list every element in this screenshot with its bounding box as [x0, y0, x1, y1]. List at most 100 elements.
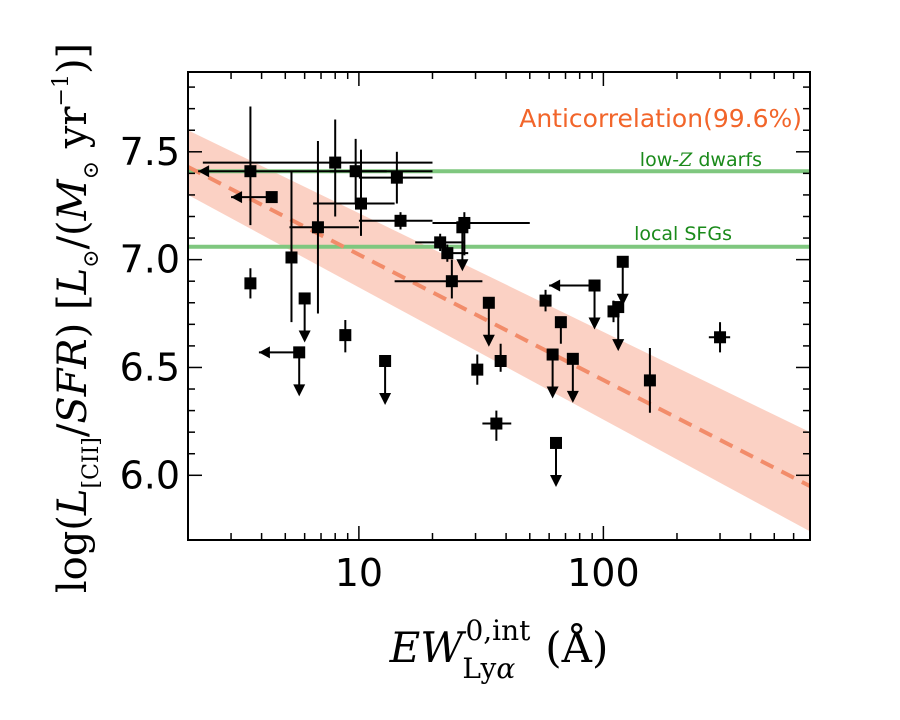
data-marker: [244, 165, 257, 178]
data-marker: [643, 374, 656, 387]
data-marker: [554, 316, 567, 329]
data-marker: [285, 251, 298, 264]
data-point: [494, 343, 507, 372]
data-marker: [379, 354, 392, 367]
data-point: [244, 268, 257, 299]
x-tick-label: 100: [567, 551, 640, 595]
upper-limit-arrowhead: [616, 293, 629, 306]
data-point: [616, 255, 629, 306]
data-marker: [546, 348, 559, 361]
y-axis-label-part: [CII]: [79, 437, 104, 488]
data-marker: [456, 221, 469, 234]
reference-line-label-part: low-: [640, 149, 679, 171]
x-axis-label-part: α: [496, 652, 515, 685]
data-point: [415, 233, 465, 252]
y-axis-label-part: L: [50, 489, 96, 517]
data-marker: [390, 171, 403, 184]
upper-limit-arrowhead: [546, 386, 559, 399]
data-point: [456, 221, 469, 272]
data-point: [258, 346, 306, 397]
reference-line-label: local SFGs: [634, 223, 732, 245]
data-point: [539, 289, 552, 312]
data-point: [394, 259, 483, 299]
upper-limit-arrowhead: [588, 317, 601, 330]
y-tick-label: 6.5: [120, 345, 180, 389]
plot-frame: [187, 71, 811, 541]
data-point: [289, 141, 359, 314]
x-limit-arrowhead: [231, 191, 243, 204]
reference-line-label-part: local SFGs: [634, 223, 732, 245]
data-marker: [549, 436, 562, 449]
data-point: [339, 320, 352, 353]
data-point: [612, 301, 625, 352]
y-axis-label-part: )]: [50, 43, 96, 74]
data-point: [202, 119, 433, 217]
data-point: [482, 410, 512, 441]
y-tick-label: 7.0: [120, 238, 180, 282]
x-axis-label: EW0,int Lyα (Å): [389, 614, 609, 685]
data-point: [708, 322, 731, 353]
data-marker: [339, 329, 352, 342]
y-axis-label-part: /: [50, 423, 96, 437]
data-point: [441, 244, 469, 262]
x-axis-label-part: 0,int: [465, 614, 531, 647]
data-point: [285, 171, 298, 323]
upper-limit-arrowhead: [549, 474, 562, 487]
data-marker: [349, 165, 362, 178]
data-marker: [298, 292, 311, 305]
data-point: [554, 316, 567, 344]
x-limit-arrowhead: [258, 346, 270, 359]
data-marker: [434, 236, 447, 249]
y-axis-label-part: yr: [50, 106, 96, 161]
x-axis-label-part: Ly: [462, 652, 496, 685]
data-marker: [612, 301, 625, 314]
data-point: [358, 151, 433, 204]
data-marker: [714, 331, 727, 344]
data-point: [231, 191, 278, 204]
data-marker: [471, 363, 484, 376]
data-point: [643, 348, 656, 413]
data-point: [566, 352, 579, 403]
y-axis-label-part: /(: [50, 220, 96, 249]
y-axis-label: log(L[CII]/SFR) [L⊙/(M⊙ yr−1)]: [49, 43, 104, 593]
y-axis-label-part: [: [50, 294, 96, 322]
data-point: [329, 138, 387, 204]
data-marker: [265, 191, 278, 204]
data-marker: [616, 255, 629, 268]
data-marker: [311, 221, 324, 234]
reference-line-label-part: Z: [678, 149, 693, 171]
data-marker: [566, 352, 579, 365]
data-marker: [445, 275, 458, 288]
data-marker: [490, 417, 503, 430]
data-marker: [293, 346, 306, 359]
data-point: [549, 279, 601, 330]
upper-limit-arrowhead: [293, 384, 306, 397]
upper-limit-arrowhead: [379, 392, 392, 405]
reference-line-label-part: dwarfs: [692, 149, 762, 171]
data-point: [549, 436, 562, 487]
y-tick-label: 7.5: [120, 130, 180, 174]
data-marker: [588, 279, 601, 292]
data-marker: [244, 277, 257, 290]
x-limit-arrowhead: [198, 165, 210, 178]
reference-line-label: low-Z dwarfs: [640, 149, 762, 171]
y-axis-label-part: M: [50, 178, 96, 221]
data-marker: [494, 354, 507, 367]
upper-limit-arrowhead: [482, 334, 495, 347]
upper-limit-arrowhead: [566, 390, 579, 403]
x-axis-label-part: EW: [389, 623, 468, 672]
data-point: [298, 292, 311, 343]
x-axis-label-part: (Å): [545, 622, 608, 672]
data-marker: [482, 296, 495, 309]
fit-confidence-band: [188, 130, 810, 532]
fit-label: Anticorrelation(99.6%): [519, 104, 802, 133]
upper-limit-arrowhead: [612, 339, 625, 352]
y-axis-label-part: log(: [50, 515, 96, 593]
upper-limit-arrowhead: [456, 259, 469, 272]
y-axis-label-part: SFR: [50, 338, 96, 423]
upper-limit-arrowhead: [298, 330, 311, 343]
y-axis-label-part: −1: [49, 74, 74, 106]
y-axis-label-part: ): [50, 323, 96, 339]
